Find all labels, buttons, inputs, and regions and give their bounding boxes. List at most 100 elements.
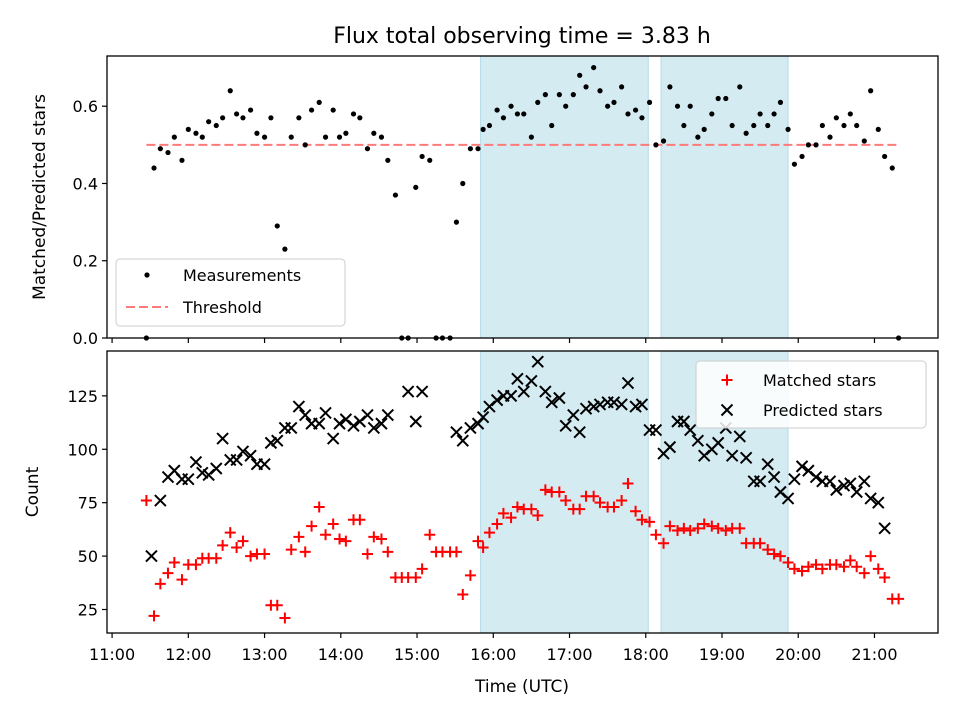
matched-star-marker [644,516,656,528]
matched-star-marker [354,514,366,526]
measurement-point [695,134,701,140]
measurement-point [427,157,433,163]
measurement-point [261,134,268,140]
measurement-point [861,138,867,144]
matched-star-marker [497,507,509,519]
measurement-point [875,126,881,132]
predicted-star-marker [823,475,837,488]
predicted-star-marker [795,460,809,473]
predicted-star-marker [271,434,284,447]
bottom-x-tick-label: 16:00 [470,645,516,664]
bottom-x-ticks: 11:00 12:00 13:00 14:00 15:00 16:00 17:00 18:00… [89,633,898,664]
predicted-star-marker [761,458,774,471]
predicted-star-marker [809,470,823,484]
predicted-star-marker [299,408,312,422]
top-axes-frame [106,55,939,339]
measurement-point [514,111,521,117]
measurement-point [868,88,874,94]
top-highlight-spans [480,55,789,339]
bottom-x-tick-label: 14:00 [318,645,364,664]
measurement-point [528,134,534,140]
matched-star-marker [162,567,174,579]
legend-matched-label: Matched stars [763,371,876,390]
predicted-star-marker [830,483,843,497]
predicted-star-marker [635,398,649,411]
matched-star-marker [237,535,249,547]
matched-star-marker [672,524,684,536]
measurement-point [392,192,399,198]
bottom-legend: Matched stars Predicted stars [695,360,927,429]
matched-star-marker [313,501,325,513]
bottom-x-tick-label: 15:00 [394,645,440,664]
predicted-star-points [145,355,891,563]
matched-star-marker [327,518,339,530]
predicted-star-marker [210,462,223,475]
measurement-point [199,134,205,140]
matched-star-marker [574,503,586,515]
matched-star-marker [532,510,544,521]
matched-star-marker [361,548,373,560]
measurement-point [508,103,514,109]
measurement-point [611,99,617,105]
bottom-x-tick-label: 21:00 [851,645,897,664]
matched-star-marker [560,495,572,507]
measurement-point [660,138,667,144]
predicted-star-marker [333,417,346,430]
matched-star-marker [754,537,766,549]
matched-star-marker [472,535,484,547]
measurement-point [475,146,481,152]
predicted-star-marker [677,415,691,428]
predicted-star-marker [401,385,415,398]
predicted-star-marker [517,385,530,398]
matched-star-marker [320,529,332,541]
measurement-point [674,103,681,109]
measurement-point [813,142,819,148]
predicted-star-marker [872,496,885,509]
predicted-star-marker [464,421,477,435]
measurement-point [288,134,294,140]
measurement-point [819,122,825,129]
matched-star-marker [636,514,648,526]
predicted-star-marker [367,421,381,435]
measurement-point [413,184,419,190]
predicted-star-marker [292,400,306,413]
matched-star-marker [830,559,842,571]
predicted-star-marker [145,549,158,563]
measurement-point [709,111,715,117]
bottom-y-tick-label: 125 [67,387,98,406]
measurement-point [330,107,336,113]
predicted-star-marker [753,475,767,488]
bottom-x-tick-label: 17:00 [546,645,592,664]
predicted-star-marker [621,376,635,390]
measurement-point [480,126,486,132]
matched-star-marker [872,563,884,575]
matched-star-marker [505,512,517,524]
matched-star-marker [664,520,676,532]
matched-star-marker [650,529,662,541]
bottom-x-tick-label: 11:00 [89,645,135,664]
legend-predicted-label: Predicted stars [763,401,883,420]
matched-star-marker [483,527,495,539]
measurement-point [179,157,185,163]
measurement-point [805,142,811,148]
matched-star-marker [525,503,537,515]
bottom-x-tick-label: 13:00 [242,645,288,664]
measurement-point [889,165,895,171]
predicted-star-marker [579,402,593,415]
matched-star-marker [851,561,863,573]
matched-star-marker [148,610,160,622]
measurement-point [751,122,757,129]
predicted-star-marker [511,372,524,385]
matched-star-marker [720,524,732,536]
predicted-star-marker [559,419,572,432]
measurement-point [777,99,784,105]
legend-measurement-label: Measurements [183,266,301,285]
measurement-point [193,130,199,136]
measurement-point [549,122,555,129]
measurement-point [247,107,254,113]
x-axis-label: Time (UTC) [474,677,569,697]
predicted-star-marker [649,423,663,437]
predicted-star-marker [844,477,857,490]
predicted-star-marker [573,425,586,439]
predicted-star-marker [319,406,332,420]
